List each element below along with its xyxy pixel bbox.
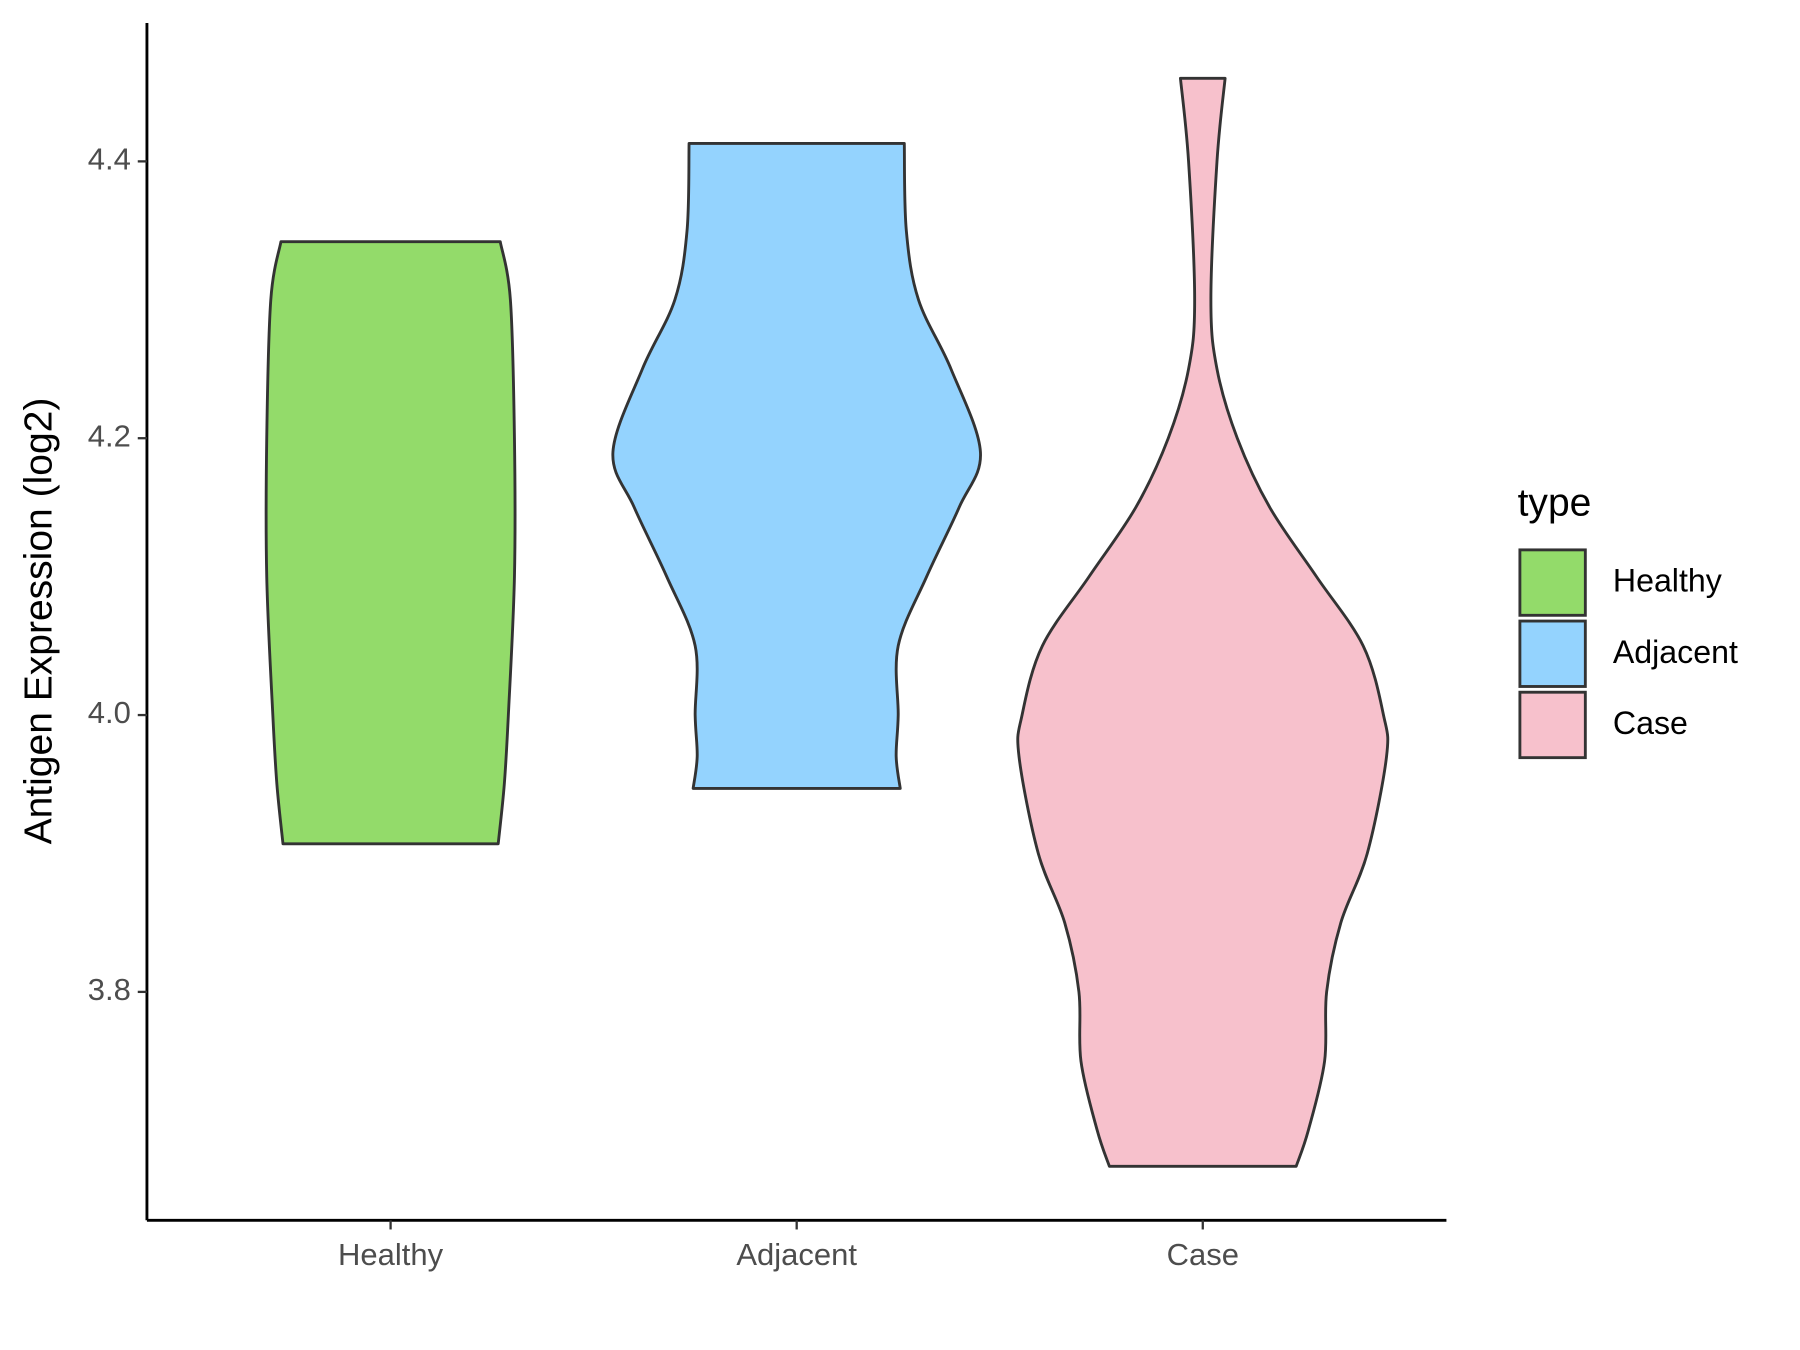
legend-title: type	[1518, 481, 1592, 524]
y-tick-label: 4.0	[88, 695, 131, 730]
violin	[1016, 76, 1390, 1168]
legend-label: Healthy	[1613, 563, 1722, 599]
x-tick-label: Adjacent	[736, 1237, 857, 1272]
x-tick-label: Case	[1167, 1237, 1239, 1272]
legend-label: Adjacent	[1613, 634, 1738, 670]
violin	[264, 240, 517, 846]
legend-key	[1518, 690, 1587, 760]
legend-label: Case	[1613, 705, 1688, 741]
y-tick-label: 3.8	[88, 972, 131, 1007]
y-tick-label: 4.2	[88, 418, 131, 453]
legend-key	[1518, 548, 1587, 617]
y-tick-label: 4.4	[88, 142, 131, 177]
violin	[611, 141, 982, 790]
legend-key	[1518, 619, 1587, 688]
y-axis-label: Antigen Expression (log2)	[18, 398, 61, 845]
x-tick-label: Healthy	[338, 1237, 444, 1272]
